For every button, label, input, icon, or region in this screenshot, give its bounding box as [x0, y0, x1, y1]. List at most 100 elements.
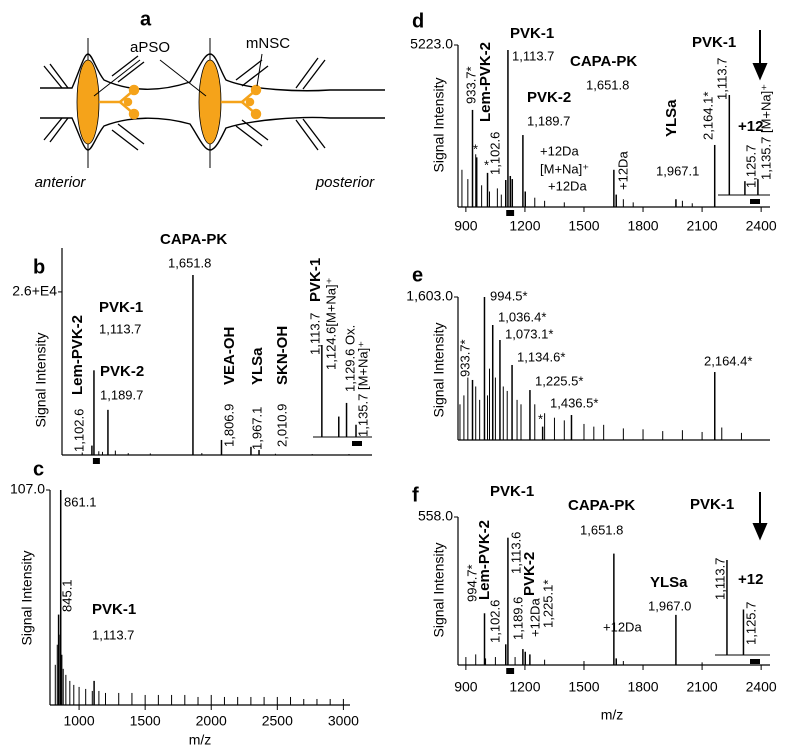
y-axis-label: Signal Intensity [431, 323, 447, 418]
peak-label: 1,073.1* [505, 326, 553, 341]
peak-label: 1,113.7 [99, 321, 141, 336]
x-tick-label: 1500 [130, 713, 161, 729]
peak-label: * [473, 141, 478, 156]
apso-organ [198, 59, 222, 145]
inset-scale-bar [750, 659, 760, 664]
panel-letter: c [33, 458, 44, 480]
peak-label: * [484, 157, 489, 172]
peak-label: 1,125.7 [743, 145, 758, 188]
peak-label: 1,124.6[M+Na]⁺ [323, 278, 338, 371]
pointer [256, 53, 263, 87]
peak-label: +12Da [615, 151, 630, 190]
y-axis-label: Signal Intensity [33, 333, 49, 428]
peak-label: * [538, 411, 543, 426]
diagram-label: aPSO [130, 39, 170, 56]
peak-label: 1,129.6 Ox. [342, 325, 357, 392]
peak-label: 1,113.7 [92, 627, 134, 642]
x-tick-label: 1500 [568, 218, 599, 234]
lateral-nerves [43, 55, 326, 151]
peak-label: 1,225.5* [535, 373, 583, 388]
peak-label: 1,436.5* [550, 395, 598, 410]
peak-name: PVK-1 [690, 496, 734, 513]
peak-label: 2,164.1* [700, 92, 715, 140]
peak-label: 1,113.7 [307, 313, 322, 355]
x-tick-label: 1200 [509, 679, 540, 695]
y-tick-label: 1,603.0 [406, 288, 453, 304]
peak-name: PVK-2 [100, 363, 144, 380]
x-tick-label: 2400 [746, 218, 777, 234]
panel-letter: a [140, 8, 152, 30]
x-tick-label: 2100 [687, 218, 718, 234]
arrow [752, 30, 768, 541]
diagram-label: mNSC [246, 35, 290, 52]
zoom-region-marker [506, 210, 515, 216]
x-tick-label: 3000 [328, 713, 359, 729]
zoom-region-marker [92, 458, 100, 464]
diagram-label: posterior [315, 174, 375, 191]
y-tick-label: 2.6+E4 [12, 283, 57, 299]
x-tick-label: 1000 [63, 713, 94, 729]
peak-name: VEA-OH [221, 327, 238, 385]
peak-label: 1,967.1 [656, 163, 699, 178]
peak-label: 1,102.6 [71, 409, 86, 452]
peak-name: YLSa [249, 347, 266, 385]
peak-name: +12 [738, 118, 763, 135]
inset-scale-bar [352, 441, 362, 446]
peak-name: CAPA-PK [568, 497, 635, 514]
peak-label: 994.7* [464, 564, 479, 602]
peak-label: 1,102.6 [487, 132, 502, 175]
peak-label: 1,806.9 [221, 404, 236, 447]
peak-label: 1,134.6* [517, 349, 565, 364]
x-tick-label: 2400 [746, 679, 777, 695]
peak-name: PVK-1 [692, 34, 736, 51]
y-tick-label: 5223.0 [410, 36, 453, 52]
peak-label: 1,102.6 [487, 600, 502, 643]
peak-label: 1,113.7 [714, 58, 729, 100]
y-axis-label: Signal Intensity [19, 551, 35, 646]
x-axis-label: m/z [601, 707, 624, 723]
x-tick-label: 2100 [687, 679, 718, 695]
peak-name: PVK-2 [521, 552, 538, 596]
peak-label: 1,967.1 [249, 407, 264, 450]
x-axis-label: m/z [189, 732, 212, 747]
nerve-cord-diagram: a aPSO mNSC anterior posterior [35, 8, 385, 191]
y-axis-label: Signal Intensity [431, 78, 447, 173]
cord-outline [40, 53, 385, 92]
x-tick-label: 1500 [568, 679, 599, 695]
diagram-label: anterior [35, 174, 87, 191]
peak-label: 1,967.0 [648, 598, 691, 613]
peak-label: 1,651.8 [168, 255, 211, 270]
panel-letter: b [33, 256, 45, 278]
peak-label: 933.7* [457, 339, 472, 377]
peak-label: 1,113.7 [712, 558, 727, 600]
apso-organ [76, 59, 100, 145]
peak-label: 1,135.7 [M+Na]⁺ [758, 84, 773, 180]
peak-name: CAPA-PK [570, 53, 637, 70]
x-tick-label: 2500 [262, 713, 293, 729]
peak-name: PVK-2 [527, 89, 571, 106]
y-tick-label: 107.0 [10, 481, 45, 497]
peak-label: [M+Na]⁺ [540, 161, 589, 176]
peak-name: PVK-1 [490, 483, 534, 500]
peak-label: +12Da [548, 178, 587, 193]
peak-name: SKN-OH [274, 326, 291, 385]
peak-label: 1,135.7 [M+Na]⁺ [355, 341, 370, 437]
peak-name: YLSa [650, 574, 688, 591]
peak-label: 1,125.7 [743, 602, 758, 645]
peak-name: PVK-1 [510, 25, 554, 42]
y-tick-label: 558.0 [418, 508, 453, 524]
x-tick-label: 1800 [627, 679, 658, 695]
peak-label: 2,010.9 [274, 404, 289, 447]
peak-label: +12Da [603, 619, 642, 634]
y-axis-label: Signal Intensity [431, 543, 447, 638]
pointer [159, 59, 207, 97]
x-tick-label: 2000 [196, 713, 227, 729]
panel-letter: e [412, 264, 423, 286]
pointer [93, 59, 141, 97]
peak-label: 1,036.4* [498, 309, 546, 324]
peak-name: PVK-1 [99, 299, 143, 316]
panel-letter: d [412, 10, 424, 32]
peak-name: Lem-PVK-2 [477, 42, 494, 122]
